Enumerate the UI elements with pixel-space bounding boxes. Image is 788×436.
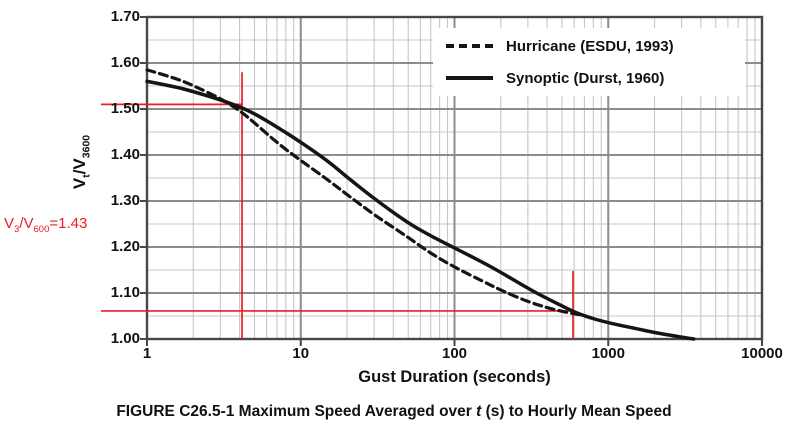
curve-synoptic-durst bbox=[145, 79, 696, 341]
ratio-value: =1.43 bbox=[49, 215, 88, 232]
legend-label-synoptic: Synoptic (Durst, 1960) bbox=[506, 69, 665, 87]
y-axis-label: Vt/V3600 bbox=[70, 123, 92, 201]
x-tick-label-100: 100 bbox=[441, 345, 468, 362]
caption-italic-t: t bbox=[476, 403, 482, 420]
x-tick-label-1000: 1000 bbox=[591, 345, 625, 362]
legend: Hurricane (ESDU, 1993) Synoptic (Durst, … bbox=[433, 28, 745, 96]
red-annotation-lines bbox=[101, 72, 574, 339]
data-curves bbox=[145, 68, 696, 341]
x-axis-label: Gust Duration (seconds) bbox=[358, 368, 551, 386]
x-tick-label-10: 10 bbox=[292, 345, 310, 362]
ratio-v3: V bbox=[4, 215, 15, 232]
y-tick-label-1.30: 1.30 bbox=[110, 192, 140, 209]
y-axis-label-base2: /V bbox=[70, 158, 89, 175]
axis-tick-marks bbox=[140, 16, 763, 346]
y-tick-label-1.00: 1.00 bbox=[110, 330, 140, 347]
x-tick-label-10000: 10000 bbox=[741, 345, 783, 362]
legend-item-synoptic: Synoptic (Durst, 1960) bbox=[433, 70, 745, 87]
x-tick-label-1: 1 bbox=[142, 345, 152, 362]
legend-label-hurricane: Hurricane (ESDU, 1993) bbox=[506, 37, 674, 55]
legend-item-hurricane: Hurricane (ESDU, 1993) bbox=[433, 38, 745, 55]
ratio-annotation-label: V3/V600=1.43 bbox=[4, 215, 87, 235]
caption-suffix: (s) to Hourly Mean Speed bbox=[481, 403, 672, 420]
y-tick-label-1.50: 1.50 bbox=[110, 100, 140, 117]
ratio-sub-3: 3 bbox=[14, 224, 20, 235]
y-tick-label-1.20: 1.20 bbox=[110, 238, 140, 255]
y-tick-label-1.70: 1.70 bbox=[110, 8, 140, 25]
figure-caption: FIGURE C26.5-1 Maximum Speed Averaged ov… bbox=[0, 403, 788, 421]
y-axis-label-base: V bbox=[70, 177, 89, 190]
caption-prefix: FIGURE C26.5-1 Maximum Speed Averaged ov… bbox=[116, 403, 477, 420]
ratio-sub-600: 600 bbox=[33, 224, 50, 235]
solid-line-sample-icon bbox=[446, 76, 493, 80]
dashed-line-sample-icon bbox=[446, 44, 493, 48]
y-tick-label-1.40: 1.40 bbox=[110, 146, 140, 163]
y-axis-label-sub-t: t bbox=[80, 174, 93, 178]
y-axis-label-sub-3600: 3600 bbox=[80, 134, 93, 159]
y-tick-label-1.60: 1.60 bbox=[110, 54, 140, 71]
ratio-v600: /V bbox=[19, 215, 34, 232]
y-tick-label-1.10: 1.10 bbox=[110, 284, 140, 301]
